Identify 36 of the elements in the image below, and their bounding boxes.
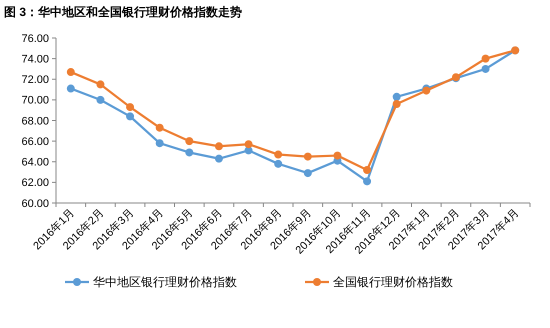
y-tick-label: 76.00 bbox=[21, 32, 49, 45]
point bbox=[392, 100, 401, 108]
y-tick-label: 66.00 bbox=[21, 136, 49, 148]
point bbox=[126, 103, 134, 112]
point bbox=[304, 152, 312, 161]
point bbox=[126, 112, 134, 120]
chart-title: 图 3：华中地区和全国银行理财价格指数走势 bbox=[4, 5, 242, 19]
point bbox=[363, 166, 372, 174]
point bbox=[482, 54, 490, 63]
y-tick-label: 74.00 bbox=[21, 53, 49, 66]
legend-label: 全国银行理财价格指数 bbox=[333, 275, 453, 290]
point bbox=[333, 152, 342, 160]
legend-label: 华中地区银行理财价格指数 bbox=[93, 275, 237, 290]
point bbox=[363, 177, 372, 186]
point bbox=[96, 80, 104, 88]
y-tick-label: 62.00 bbox=[21, 177, 49, 190]
point bbox=[66, 84, 75, 93]
point bbox=[274, 160, 282, 168]
point bbox=[214, 154, 223, 163]
point bbox=[156, 124, 164, 132]
point bbox=[66, 68, 75, 76]
point bbox=[392, 92, 401, 101]
point bbox=[244, 140, 253, 148]
y-tick-label: 70.00 bbox=[21, 94, 49, 107]
y-tick-label: 60.00 bbox=[21, 198, 49, 210]
point bbox=[156, 139, 164, 148]
y-tick-label: 64.00 bbox=[21, 156, 49, 169]
point bbox=[482, 64, 490, 73]
point bbox=[185, 137, 194, 146]
y-tick-label: 72.00 bbox=[21, 74, 49, 86]
point bbox=[96, 96, 104, 104]
point bbox=[274, 150, 282, 159]
point bbox=[304, 169, 312, 178]
point bbox=[185, 148, 194, 156]
point bbox=[214, 142, 223, 150]
y-tick-label: 68.00 bbox=[21, 115, 49, 128]
